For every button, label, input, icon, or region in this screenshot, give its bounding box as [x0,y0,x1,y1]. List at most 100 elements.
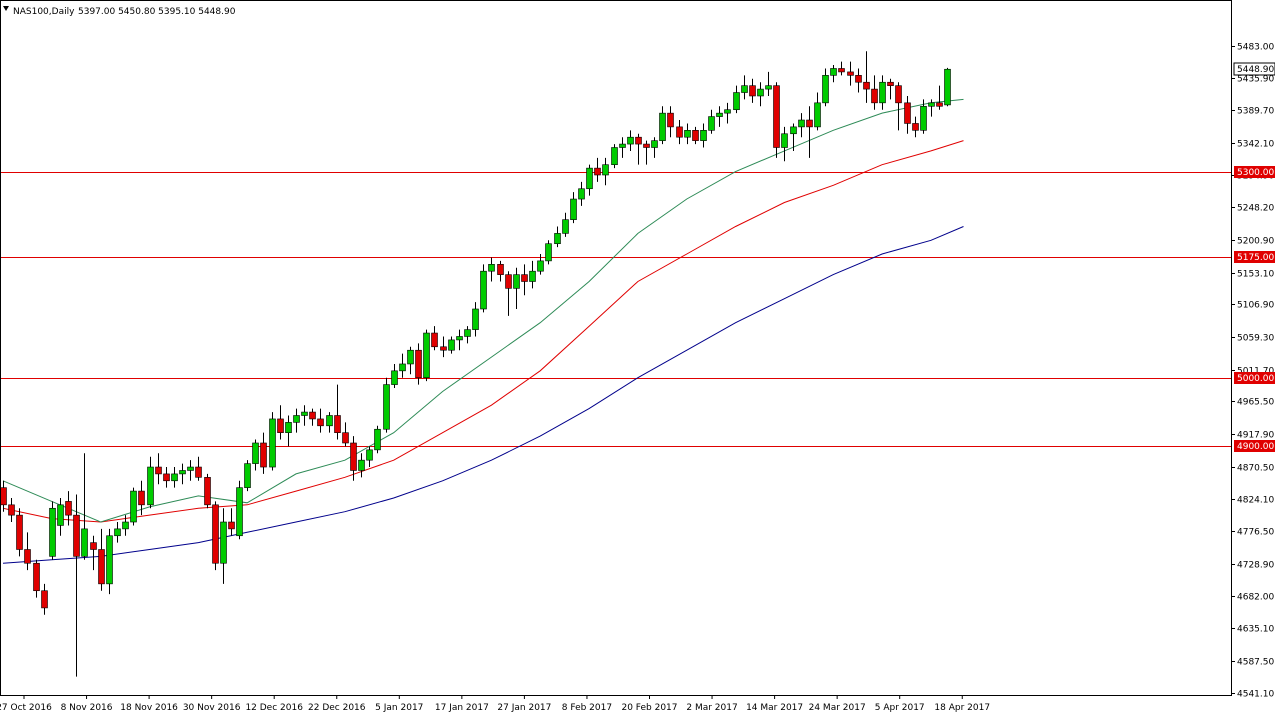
candle [480,264,487,313]
candle [822,68,829,107]
level-label-box [1234,251,1275,263]
candle [236,480,243,540]
level-label-box [1234,166,1275,178]
candle-body-bull [741,85,748,93]
date-tick-label: 14 Mar 2017 [746,703,803,713]
date-tick-label: 22 Dec 2016 [308,703,366,713]
candle-body-bear [309,411,316,420]
price-tick-label: 5248.20 [1237,204,1274,214]
candle-body-bull [619,143,626,148]
candle-body-bear [24,549,31,564]
candle [41,583,48,615]
level-label: 5175.00 [1237,253,1274,263]
date-tick-label: 5 Jan 2017 [375,703,423,713]
candle-body-bull [114,528,121,537]
candle-body-bear [163,473,170,482]
candle [244,460,251,492]
candle [228,508,235,536]
candle [545,240,552,265]
candle-body-bear [440,346,447,351]
date-tick-label: 2 Mar 2017 [686,703,737,713]
candle-body-bull [830,68,837,76]
candle [65,491,72,526]
candle [33,559,40,598]
candle-body-bear [887,81,894,86]
candle [155,453,162,485]
candle-body-bear [90,542,97,550]
candle [570,192,577,224]
candle [488,257,495,282]
level-label: 4900.00 [1237,442,1274,452]
candle-body-bear [863,81,870,90]
candle-body-bear [204,477,211,506]
price-tick-label: 4587.50 [1237,658,1274,668]
candle-body-bear [431,332,438,348]
price-tick-label: 5106.90 [1237,301,1274,311]
candle-body-bear [98,549,105,585]
candle [171,467,178,488]
candle-body-bull [814,102,821,128]
candle-body-bull [407,349,414,365]
price-tick-label: 4965.50 [1237,398,1274,408]
candle [554,226,561,248]
candle [317,408,324,433]
candle-body-bull [627,136,634,145]
candle [252,439,259,471]
candle-body-bull [472,308,479,330]
candle-body-bull [106,535,113,585]
candle [163,467,170,488]
candle-body-bull [464,329,471,337]
candle [399,353,406,378]
candle-body-bear [228,521,235,530]
candle-body-bull [383,384,390,430]
candle-body-bear [33,562,40,592]
candle-body-bull [179,470,186,475]
date-tick-label: 5 Apr 2017 [875,703,925,713]
candle-body-bull [928,102,935,107]
candle [863,51,870,103]
candle [741,75,748,100]
candle-body-bear [155,466,162,475]
candle-body-bear [749,85,756,97]
candle-body-bear [65,501,72,516]
candle-body-bear [806,119,813,128]
candle-body-bull [716,112,723,117]
price-tick-label: 5011.70 [1237,367,1274,377]
candle [81,453,88,560]
candle-body-bull [358,459,365,471]
candle [879,75,886,110]
candle-body-bull [798,119,805,128]
candle-body-bear [635,136,642,145]
price-tick-label: 5389.70 [1237,107,1274,117]
candle [212,501,219,571]
candle [277,405,284,440]
candle-body-bull [790,126,797,135]
candle [456,329,463,351]
candle-body-bear [41,590,48,609]
chart-symbol: NAS100,Daily [13,7,75,17]
candle [138,480,145,516]
candle [944,67,951,107]
candle-body-bull [529,270,536,282]
candle [773,82,780,158]
date-axis: 27 Oct 2016 8 Nov 2016 18 Nov 2016 30 Nov 2… [0,695,990,713]
candle [260,432,267,474]
ma-mid-line [2,140,964,523]
candle-body-bull [122,521,129,530]
candle-body-bear [260,442,267,468]
candle [684,123,691,145]
candle-body-bull [488,264,495,272]
candle-body-bull [700,130,707,141]
candle [537,254,544,275]
candle-body-bull [399,363,406,372]
candle-body-bear [871,88,878,104]
candle-body-bull [602,164,609,176]
candle-body-bull [920,105,927,131]
candle-body-bear [138,490,145,506]
candle-body-bull [611,147,618,165]
candle [342,422,349,447]
candle [374,425,381,454]
candle-body-bull [513,274,520,289]
candle [765,71,772,96]
candle-body-bull [765,85,772,90]
